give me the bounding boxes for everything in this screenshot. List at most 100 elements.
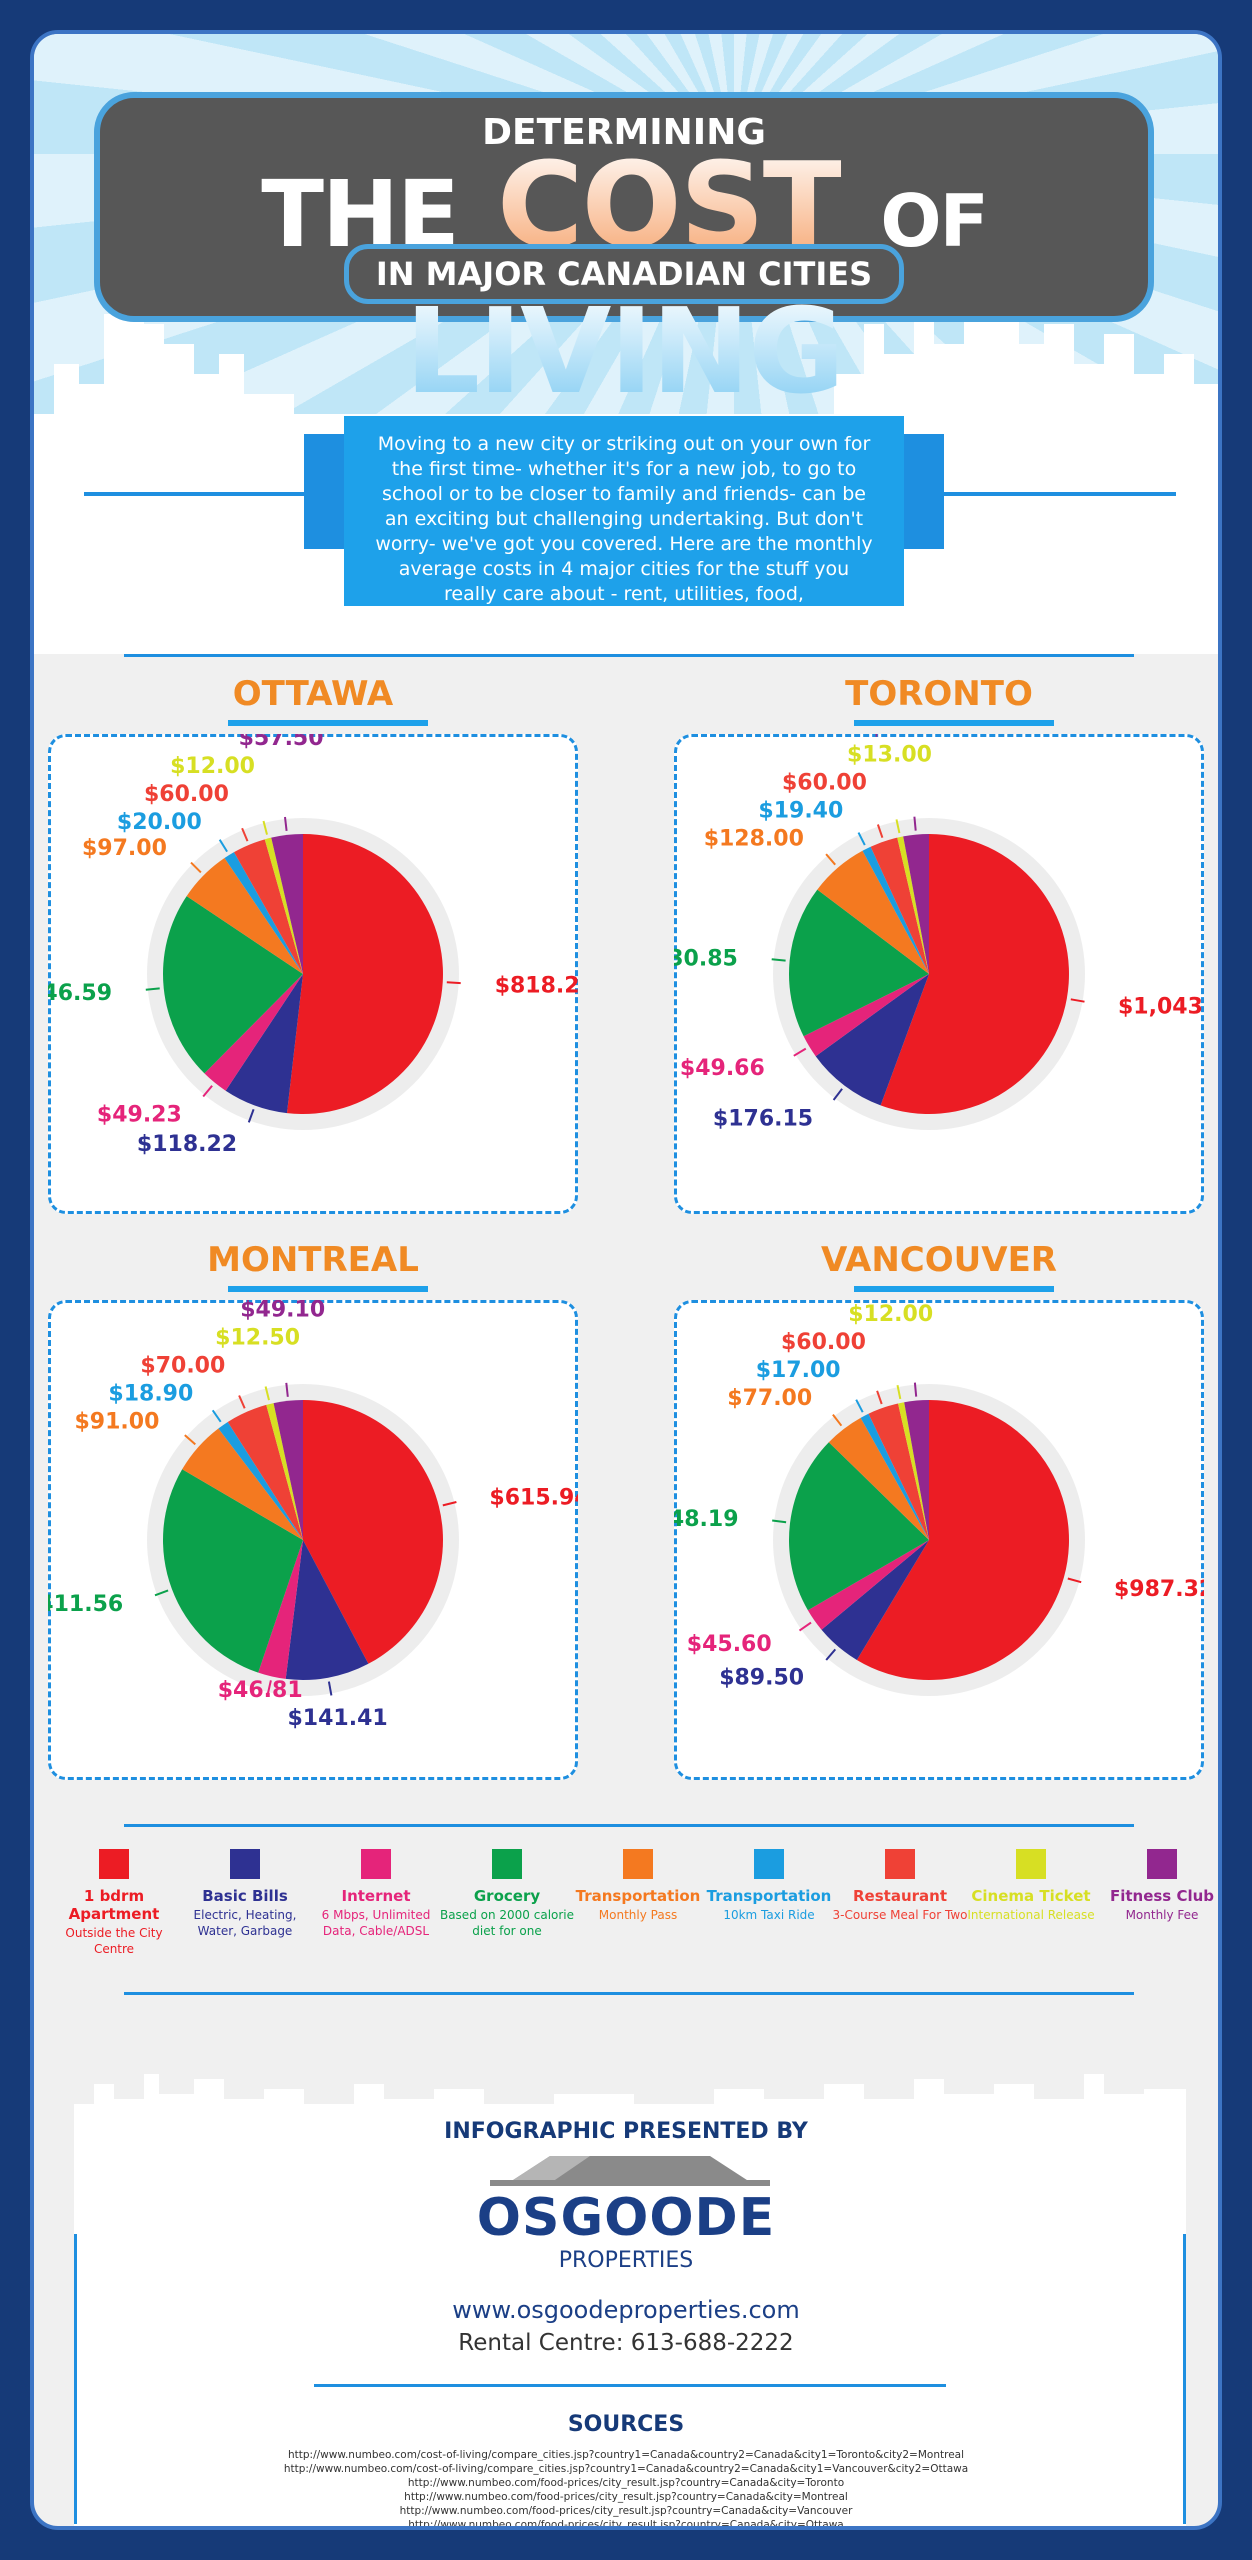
pie-label-grocery: $330.85 <box>674 946 738 971</box>
pie-label-taxi: $18.90 <box>108 1381 193 1406</box>
legend-subtitle: Based on 2000 calorie diet for one <box>439 1908 575 1938</box>
pie-label-rent: $818.26 <box>495 973 578 998</box>
source-link[interactable]: http://www.numbeo.com/food-prices/city_r… <box>408 2519 844 2530</box>
pie-label-taxi: $17.00 <box>756 1358 841 1383</box>
pie-label-bills: $89.50 <box>719 1666 804 1691</box>
pie-leader-line <box>1070 998 1085 1003</box>
pie-label-cinema: $12.00 <box>170 754 255 779</box>
pie-label-internet: $49.66 <box>680 1056 765 1081</box>
pie-slice-taxi <box>862 846 929 974</box>
presented-by-text: INFOGRAPHIC PRESENTED BY <box>444 2119 808 2144</box>
pie-slice-fitness <box>903 834 929 974</box>
pie-label-bills: $118.22 <box>137 1132 237 1157</box>
pie-leader-line <box>832 1413 843 1427</box>
pie-leader-line <box>154 1589 169 1597</box>
logo-subtitle: PROPERTIES <box>558 2248 694 2273</box>
charts-divider <box>124 654 1134 657</box>
infographic-body: DETERMINING THE COST OF LIVING IN MAJOR … <box>30 30 1222 2530</box>
pie-slice-restaurant <box>234 839 303 974</box>
legend-title: Transportation <box>706 1887 832 1905</box>
pie-leader-line <box>855 1399 864 1413</box>
pie-leader-line <box>218 839 228 853</box>
pie-label-cinema: $13.00 <box>847 742 932 767</box>
city-underline <box>854 1286 1054 1292</box>
source-link[interactable]: http://www.numbeo.com/food-prices/city_r… <box>399 2505 853 2517</box>
osgoode-logo-icon <box>490 2156 770 2186</box>
pie-leader-line <box>1067 1577 1082 1584</box>
legend-item-internet: Internet 6 Mbps, Unlimited Data, Cable/AD… <box>306 1849 446 1939</box>
legend-subtitle: 6 Mbps, Unlimited Data, Cable/ADSL <box>321 1908 431 1938</box>
pie-slice-pass <box>817 850 929 974</box>
legend-swatch <box>99 1849 129 1879</box>
legend-swatch <box>230 1849 260 1879</box>
pie-leader-line <box>825 853 836 866</box>
pie-leader-line <box>772 1519 787 1524</box>
legend-divider-bottom <box>124 1992 1134 1995</box>
pie-leader-line <box>266 1680 272 1695</box>
pie-label-taxi: $20.00 <box>117 810 202 835</box>
pie-slice-taxi <box>218 1421 303 1540</box>
source-link[interactable]: http://www.numbeo.com/cost-of-living/com… <box>283 2463 969 2475</box>
pie-slice-grocery <box>789 1442 929 1611</box>
title-living: LIVING <box>405 282 845 420</box>
legend-title: Internet <box>341 1887 411 1905</box>
city-panel-montreal: MONTREAL $615.94 $141.41 $46.81 $411.56 $91.… <box>48 1240 578 1800</box>
pie-slice-grocery <box>163 896 303 1074</box>
pie-label-restaurant: $60.00 <box>782 770 867 795</box>
logo-wordmark: OSGOODE <box>476 2188 776 2248</box>
pie-slice-grocery <box>788 889 929 1037</box>
legend-item-fitness: Fitness Club Monthly Fee <box>1092 1849 1218 1923</box>
pie-slice-rent <box>303 1400 443 1664</box>
intro-text: Moving to a new city or striking out on … <box>344 416 904 630</box>
pie-leader-line <box>202 1085 213 1098</box>
pie-label-grocery: $411.56 <box>48 1592 123 1617</box>
pie-slice-bills <box>225 974 303 1114</box>
pie-leader-line <box>285 1382 289 1397</box>
pie-label-grocery: $346.59 <box>48 981 112 1006</box>
pie-label-pass: $91.00 <box>74 1410 159 1435</box>
pie-label-internet: $45.60 <box>687 1632 772 1657</box>
pie-label-bills: $141.41 <box>287 1706 387 1731</box>
pie-slice-cinema <box>264 837 303 974</box>
pie-slice-taxi <box>860 1413 929 1540</box>
pie-leader-line <box>211 1409 222 1423</box>
pie-label-pass: $128.00 <box>704 826 804 851</box>
city-name: TORONTO <box>845 674 1033 714</box>
pie-label-rent: $1,043.15 <box>1118 995 1204 1020</box>
pie-slice-grocery <box>162 1469 303 1673</box>
pie-slice-bills <box>815 974 929 1106</box>
pie-label-fitness: $49.10 <box>240 1300 325 1322</box>
legend-title: Transportation <box>575 1887 701 1905</box>
pie-slice-taxi <box>224 852 303 974</box>
legend-item-bills: Basic Bills Electric, Heating, Water, Gar… <box>175 1849 315 1939</box>
pie-leader-line <box>184 1434 196 1446</box>
source-link[interactable]: http://www.numbeo.com/cost-of-living/com… <box>287 2449 965 2461</box>
legend-title: Cinema Ticket <box>971 1887 1091 1905</box>
legend-item-grocery: Grocery Based on 2000 calorie diet for on… <box>437 1849 577 1939</box>
legend-title: Grocery <box>473 1887 541 1905</box>
pie-slice-rent <box>880 834 1069 1114</box>
pie-leader-line <box>247 1108 255 1123</box>
pie-slice-internet <box>807 1540 929 1630</box>
pie-chart-montreal: $615.94 $141.41 $46.81 $411.56 $91.00 $18.90 $… <box>48 1300 578 1731</box>
pie-slice-rent <box>856 1400 1070 1680</box>
pie-label-pass: $97.00 <box>82 836 167 861</box>
city-name: MONTREAL <box>207 1240 419 1280</box>
pie-label-cinema: $12.50 <box>215 1325 300 1350</box>
pie-leader-line <box>825 1648 837 1661</box>
source-link[interactable]: http://www.numbeo.com/food-prices/city_r… <box>404 2491 848 2503</box>
legend-swatch <box>1147 1849 1177 1879</box>
footer-right-rule <box>1183 2234 1186 2524</box>
pie-leader-line <box>857 832 866 846</box>
legend-subtitle: Outside the City Centre <box>65 1926 163 1956</box>
legend-swatch <box>492 1849 522 1879</box>
legend-item-cinema: Cinema Ticket International Release <box>961 1849 1101 1923</box>
website-link[interactable]: www.osgoodeproperties.com <box>452 2296 800 2324</box>
source-link[interactable]: http://www.numbeo.com/food-prices/city_r… <box>407 2477 845 2489</box>
pie-slice-pass <box>182 1428 303 1540</box>
pie-label-restaurant: $60.00 <box>781 1330 866 1355</box>
pie-slice-restaurant <box>868 1403 929 1540</box>
pie-leader-line <box>190 861 202 874</box>
city-underline <box>228 720 428 726</box>
legend-subtitle: Monthly Pass <box>598 1908 678 1922</box>
